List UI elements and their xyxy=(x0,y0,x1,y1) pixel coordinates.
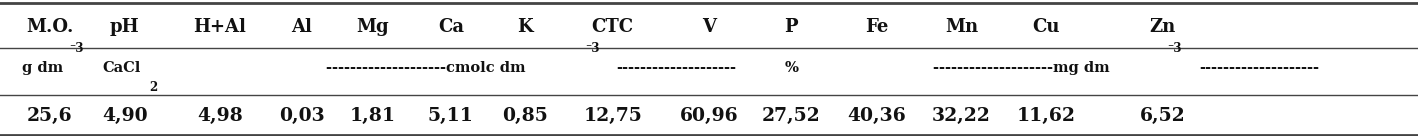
Text: 40,36: 40,36 xyxy=(847,107,906,125)
Text: Mg: Mg xyxy=(356,18,390,36)
Text: Zn: Zn xyxy=(1150,18,1176,36)
Text: K: K xyxy=(516,18,533,36)
Text: CaCl: CaCl xyxy=(102,61,142,75)
Text: ⁻3: ⁻3 xyxy=(586,42,600,55)
Text: 1,81: 1,81 xyxy=(350,107,396,125)
Text: 32,22: 32,22 xyxy=(932,107,991,125)
Text: CTC: CTC xyxy=(591,18,634,36)
Text: %: % xyxy=(784,61,798,75)
Text: --------------------: -------------------- xyxy=(617,61,736,75)
Text: 12,75: 12,75 xyxy=(583,107,642,125)
Text: 4,90: 4,90 xyxy=(102,107,147,125)
Text: 0,85: 0,85 xyxy=(502,107,547,125)
Text: M.O.: M.O. xyxy=(26,18,74,36)
Text: --------------------: -------------------- xyxy=(1200,61,1319,75)
Text: 4,98: 4,98 xyxy=(197,107,242,125)
Text: 6,52: 6,52 xyxy=(1140,107,1185,125)
Text: H+Al: H+Al xyxy=(193,18,247,36)
Text: Ca: Ca xyxy=(438,18,464,36)
Text: 60,96: 60,96 xyxy=(679,107,739,125)
Text: 25,6: 25,6 xyxy=(27,107,72,125)
Text: 0,03: 0,03 xyxy=(279,107,325,125)
Text: 5,11: 5,11 xyxy=(428,107,474,125)
Text: V: V xyxy=(702,18,716,36)
Text: Al: Al xyxy=(292,18,312,36)
Text: 11,62: 11,62 xyxy=(1017,107,1076,125)
Text: pH: pH xyxy=(111,18,139,36)
Text: Cu: Cu xyxy=(1032,18,1061,36)
Text: P: P xyxy=(784,18,798,36)
Text: ⁻3: ⁻3 xyxy=(69,42,84,55)
Text: 27,52: 27,52 xyxy=(761,107,821,125)
Text: --------------------mg dm: --------------------mg dm xyxy=(933,61,1109,75)
Text: ⁻3: ⁻3 xyxy=(1167,42,1181,55)
Text: Mn: Mn xyxy=(944,18,978,36)
Text: 2: 2 xyxy=(149,81,157,94)
Text: --------------------cmolc dm: --------------------cmolc dm xyxy=(326,61,525,75)
Text: Fe: Fe xyxy=(865,18,888,36)
Text: g dm: g dm xyxy=(21,61,64,75)
